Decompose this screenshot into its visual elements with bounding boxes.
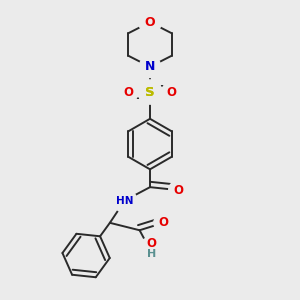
Circle shape	[169, 181, 188, 200]
Text: O: O	[124, 85, 134, 98]
Text: O: O	[167, 85, 176, 98]
Circle shape	[138, 80, 162, 104]
Circle shape	[119, 82, 138, 102]
Text: O: O	[145, 16, 155, 29]
Text: H: H	[146, 244, 154, 255]
Text: H: H	[147, 249, 156, 259]
Text: O: O	[173, 184, 183, 196]
Circle shape	[138, 238, 162, 262]
Circle shape	[140, 239, 160, 260]
Text: HN: HN	[116, 196, 134, 206]
Text: O: O	[158, 216, 168, 229]
Text: S: S	[145, 85, 155, 98]
Text: S: S	[145, 85, 155, 98]
Circle shape	[162, 82, 181, 102]
Text: H: H	[145, 243, 155, 256]
Text: O: O	[146, 237, 157, 250]
Circle shape	[142, 241, 158, 258]
Circle shape	[139, 11, 161, 34]
Circle shape	[154, 213, 173, 232]
Text: N: N	[145, 60, 155, 73]
Circle shape	[113, 189, 136, 212]
Circle shape	[138, 80, 162, 104]
Circle shape	[139, 56, 161, 77]
